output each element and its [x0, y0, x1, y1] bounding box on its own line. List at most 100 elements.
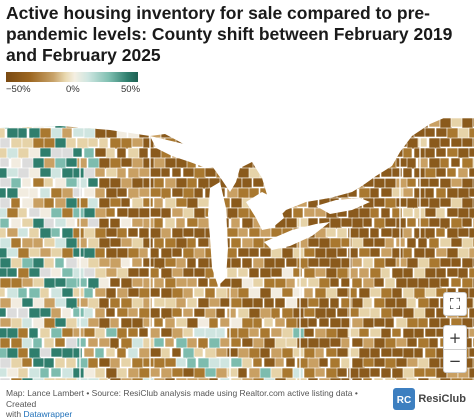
county-cell[interactable] [120, 237, 134, 248]
county-cell[interactable] [17, 267, 30, 280]
county-cell[interactable] [32, 257, 45, 269]
county-cell[interactable] [428, 197, 441, 210]
county-cell[interactable] [226, 367, 239, 378]
county-cell[interactable] [0, 287, 6, 298]
county-cell[interactable] [230, 357, 243, 368]
county-cell[interactable] [0, 167, 8, 180]
county-cell[interactable] [54, 177, 68, 190]
county-cell[interactable] [362, 237, 375, 248]
county-cell[interactable] [32, 177, 46, 188]
county-cell[interactable] [17, 247, 31, 260]
county-cell[interactable] [384, 337, 397, 350]
county-cell[interactable] [373, 277, 385, 288]
county-cell[interactable] [131, 377, 146, 380]
county-cell[interactable] [325, 347, 338, 358]
county-cell[interactable] [468, 147, 474, 158]
county-cell[interactable] [362, 257, 374, 269]
county-cell[interactable] [94, 367, 106, 379]
county-cell[interactable] [329, 297, 340, 310]
county-cell[interactable] [116, 247, 129, 259]
county-cell[interactable] [105, 307, 116, 318]
county-cell[interactable] [351, 277, 363, 289]
county-cell[interactable] [384, 177, 397, 189]
county-cell[interactable] [32, 197, 45, 210]
county-cell[interactable] [21, 157, 35, 170]
county-cell[interactable] [439, 137, 451, 148]
county-cell[interactable] [182, 267, 195, 278]
county-cell[interactable] [296, 297, 309, 309]
county-cell[interactable] [402, 367, 416, 380]
county-cell[interactable] [50, 267, 62, 278]
county-cell[interactable] [149, 287, 161, 298]
county-cell[interactable] [76, 337, 87, 348]
county-cell[interactable] [373, 317, 386, 328]
county-cell[interactable] [413, 267, 427, 280]
county-cell[interactable] [402, 147, 413, 159]
county-cell[interactable] [325, 267, 338, 279]
county-cell[interactable] [50, 287, 63, 299]
county-cell[interactable] [98, 237, 112, 249]
county-cell[interactable] [358, 287, 371, 299]
county-cell[interactable] [391, 267, 405, 280]
county-cell[interactable] [358, 307, 372, 318]
county-cell[interactable] [292, 267, 303, 278]
county-cell[interactable] [274, 377, 288, 380]
county-cell[interactable] [116, 187, 128, 198]
county-cell[interactable] [208, 357, 221, 369]
county-cell[interactable] [171, 167, 182, 178]
county-cell[interactable] [252, 237, 266, 249]
county-cell[interactable] [39, 147, 53, 158]
county-cell[interactable] [358, 267, 370, 279]
county-cell[interactable] [50, 327, 63, 339]
county-cell[interactable] [461, 257, 474, 269]
county-cell[interactable] [204, 287, 216, 300]
county-cell[interactable] [164, 197, 177, 210]
county-cell[interactable] [380, 367, 392, 379]
county-cell[interactable] [149, 187, 163, 198]
county-cell[interactable] [402, 187, 414, 198]
county-cell[interactable] [285, 317, 299, 329]
county-cell[interactable] [120, 317, 133, 329]
county-cell[interactable] [0, 377, 11, 380]
county-cell[interactable] [6, 147, 19, 160]
county-cell[interactable] [369, 327, 382, 338]
county-cell[interactable] [32, 297, 46, 310]
county-cell[interactable] [373, 377, 384, 380]
county-cell[interactable] [50, 147, 64, 159]
county-cell[interactable] [10, 137, 23, 149]
county-cell[interactable] [50, 367, 62, 378]
county-cell[interactable] [153, 277, 165, 289]
county-cell[interactable] [351, 237, 365, 249]
county-cell[interactable] [160, 367, 173, 380]
county-cell[interactable] [263, 377, 278, 380]
county-cell[interactable] [259, 287, 273, 300]
county-cell[interactable] [138, 247, 149, 259]
county-cell[interactable] [351, 257, 363, 268]
county-cell[interactable] [446, 147, 459, 158]
county-cell[interactable] [413, 367, 426, 378]
county-cell[interactable] [10, 197, 21, 210]
county-cell[interactable] [248, 347, 261, 360]
county-cell[interactable] [373, 337, 387, 350]
county-cell[interactable] [87, 157, 101, 169]
county-cell[interactable] [439, 217, 451, 230]
county-cell[interactable] [406, 237, 417, 249]
county-cell[interactable] [105, 327, 118, 338]
county-cell[interactable] [417, 237, 428, 249]
county-cell[interactable] [0, 127, 6, 140]
county-cell[interactable] [127, 147, 140, 160]
county-cell[interactable] [138, 267, 150, 278]
county-cell[interactable] [175, 297, 187, 309]
county-cell[interactable] [384, 317, 395, 329]
county-cell[interactable] [252, 297, 264, 309]
county-cell[interactable] [149, 227, 162, 240]
county-cell[interactable] [314, 307, 328, 320]
county-cell[interactable] [318, 237, 332, 250]
county-cell[interactable] [406, 157, 417, 170]
county-cell[interactable] [446, 167, 457, 178]
county-cell[interactable] [28, 287, 42, 300]
county-cell[interactable] [76, 357, 89, 369]
county-cell[interactable] [226, 247, 238, 260]
county-cell[interactable] [175, 237, 189, 250]
county-cell[interactable] [65, 217, 76, 228]
